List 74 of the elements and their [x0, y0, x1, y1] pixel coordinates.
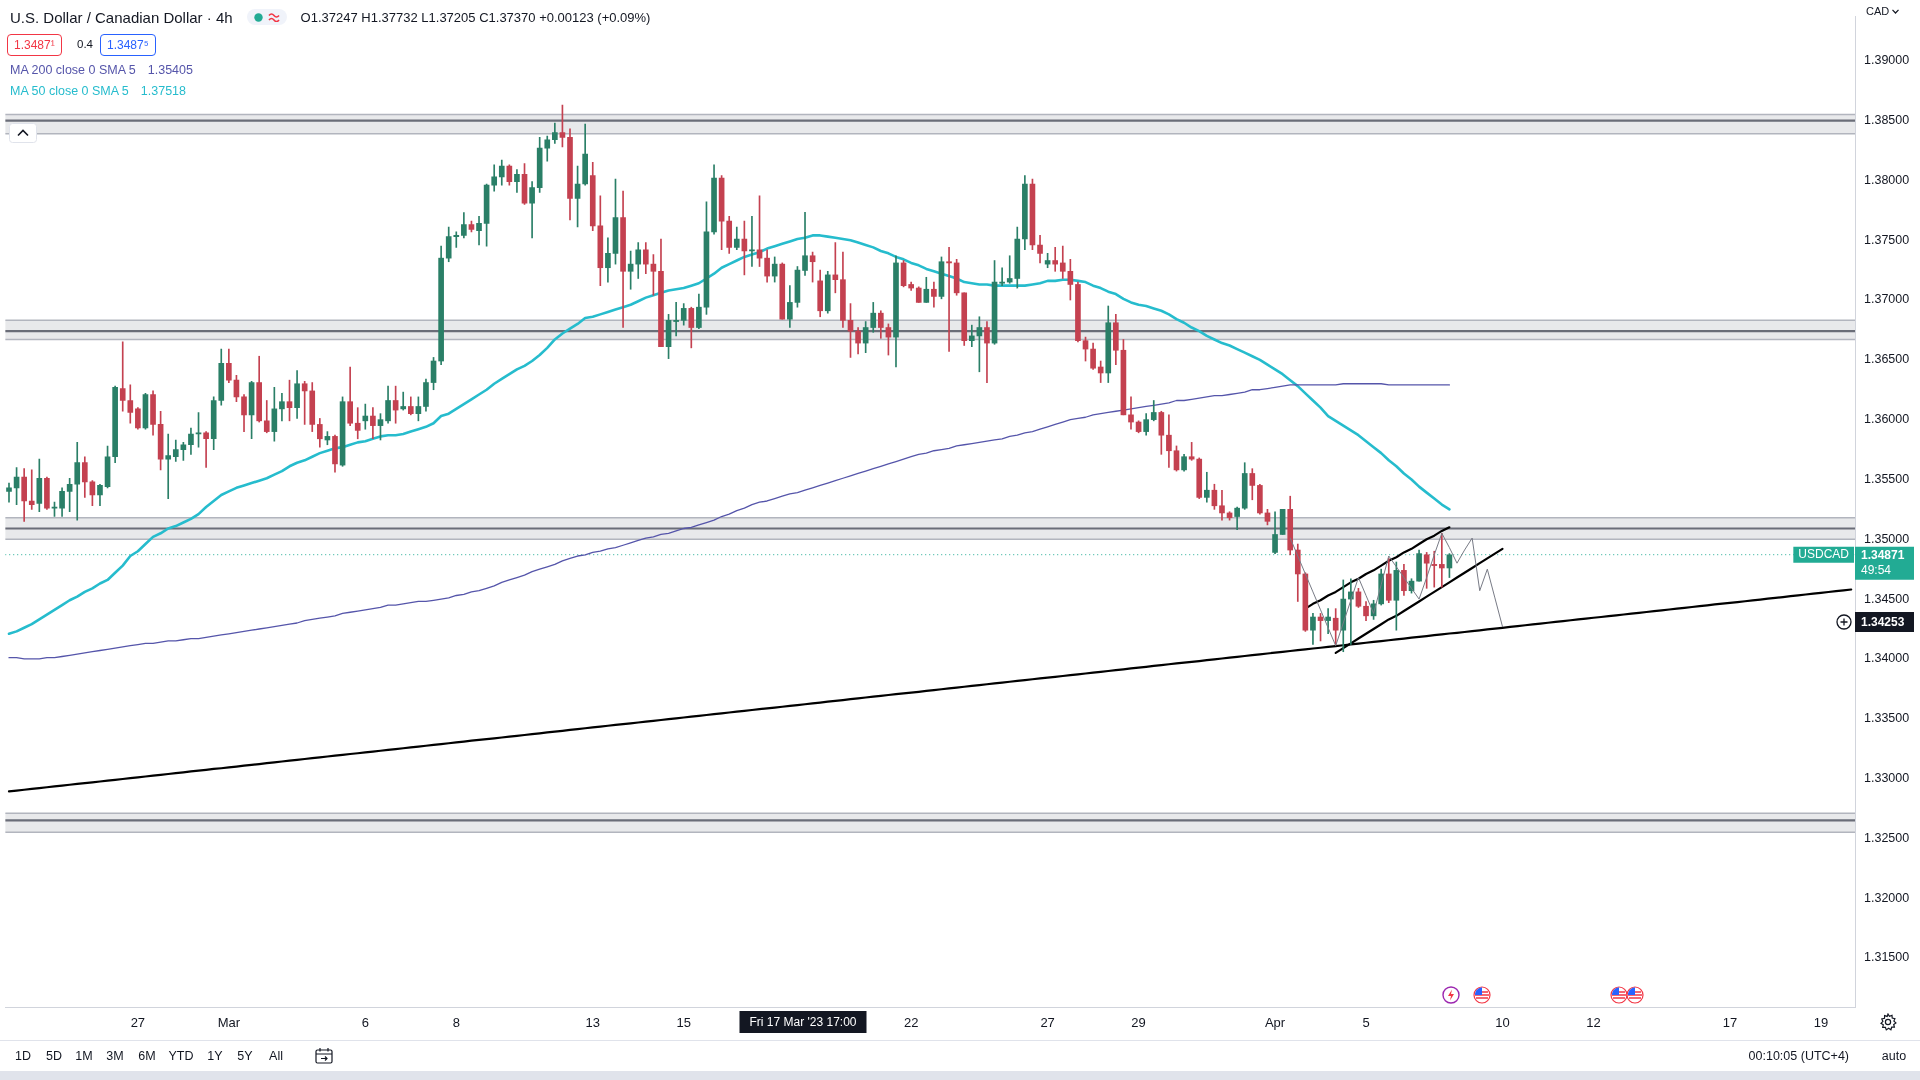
- annotation: 1.37518: [140, 83, 186, 98]
- text: 1.34871: [1861, 547, 1905, 562]
- y-tick-label: 1.37000: [1864, 292, 1910, 307]
- y-tick-label: 1.35500: [1864, 471, 1910, 486]
- x-tick-label: 29: [1131, 1015, 1146, 1031]
- chart-subtitle: O1.37247 H1.37732 L1.37205 C1.37370 +0.00123 (+0.09%): [300, 9, 651, 25]
- y-tick-label: 1.36500: [1864, 352, 1910, 367]
- text: 1Y: [207, 1049, 223, 1063]
- text: Fri 17 Mar '23 17:00: [749, 1014, 857, 1029]
- candlestick: [946, 247, 952, 352]
- x-tick-label: Mar: [217, 1015, 241, 1031]
- candlestick: [999, 267, 1005, 286]
- chart-title: U.S. Dollar / Canadian Dollar · 4h: [10, 8, 233, 26]
- annotation: 1.3487¹: [7, 34, 62, 56]
- candlestick: [673, 302, 679, 337]
- x-tick-label: 6: [361, 1015, 369, 1031]
- text: auto: [1881, 1049, 1907, 1063]
- ref-line-label: USDCAD: [1798, 547, 1850, 562]
- x-tick-label: 8: [452, 1015, 460, 1031]
- y-tick-label: 1.32500: [1864, 830, 1910, 845]
- y-tick-label: 1.37500: [1864, 232, 1910, 247]
- candlestick: [6, 482, 12, 503]
- y-tick-label: 1.38000: [1864, 172, 1910, 187]
- y-tick-label: 1.35000: [1864, 531, 1910, 546]
- text: MA 200 close 0 SMA 5: [10, 63, 136, 77]
- candlestick: [984, 321, 990, 383]
- x-tick-label: 19: [1813, 1015, 1829, 1031]
- text: 1.34253: [1861, 614, 1905, 629]
- text: All: [269, 1049, 283, 1063]
- candlestick: [203, 431, 209, 468]
- candlestick: [749, 215, 755, 267]
- candlestick: [400, 391, 407, 411]
- x-tick-label: 27: [1040, 1015, 1055, 1031]
- x-tick-label: 10: [1495, 1015, 1510, 1031]
- text: 1D: [15, 1049, 31, 1063]
- text: MA 50 close 0 SMA 5: [10, 83, 129, 98]
- y-tick-label: 1.31500: [1864, 950, 1910, 965]
- text: 6M: [138, 1049, 156, 1063]
- candlestick: [28, 469, 35, 510]
- x-tick-label: 13: [585, 1015, 600, 1031]
- x-tick-label: Apr: [1264, 1015, 1286, 1031]
- annotation: 1.3487⁵: [100, 34, 156, 56]
- text: 1M: [75, 1049, 93, 1063]
- candlestick: [968, 324, 975, 347]
- x-tick-label: 22: [903, 1015, 919, 1031]
- y-tick-label: 1.33500: [1864, 711, 1910, 726]
- text: YTD: [168, 1049, 194, 1063]
- annotation: 1.35405: [147, 63, 193, 77]
- y-tick-label: 1.39000: [1864, 53, 1910, 68]
- y-tick-label: 1.38500: [1864, 113, 1910, 128]
- x-tick-label: 5: [1362, 1015, 1370, 1031]
- text: 5D: [46, 1049, 62, 1063]
- candlestick: [165, 433, 172, 499]
- y-tick-label: 1.33000: [1864, 770, 1910, 785]
- candlestick: [362, 403, 369, 430]
- candlestick: [1052, 247, 1059, 272]
- text: 49:54: [1861, 563, 1892, 578]
- x-tick-label: 15: [676, 1015, 691, 1031]
- y-tick-label: 1.34500: [1864, 591, 1910, 606]
- text: 00:10:05 (UTC+4): [1748, 1049, 1849, 1063]
- text: 3M: [106, 1049, 124, 1063]
- candlestick: [354, 407, 361, 440]
- y-tick-label: 1.32000: [1864, 890, 1910, 905]
- annotation: 0.4: [77, 38, 93, 51]
- candlestick: [1203, 471, 1210, 503]
- y-axis-title: CAD: [1866, 5, 1890, 17]
- x-tick-label: 17: [1722, 1015, 1738, 1031]
- text: 5Y: [237, 1049, 253, 1063]
- candlestick: [802, 212, 808, 276]
- y-tick-label: 1.34000: [1864, 651, 1910, 666]
- x-tick-label: 27: [130, 1015, 146, 1031]
- candlestick: [1128, 396, 1134, 430]
- x-tick-label: 12: [1586, 1015, 1601, 1031]
- y-tick-label: 1.36000: [1864, 412, 1910, 427]
